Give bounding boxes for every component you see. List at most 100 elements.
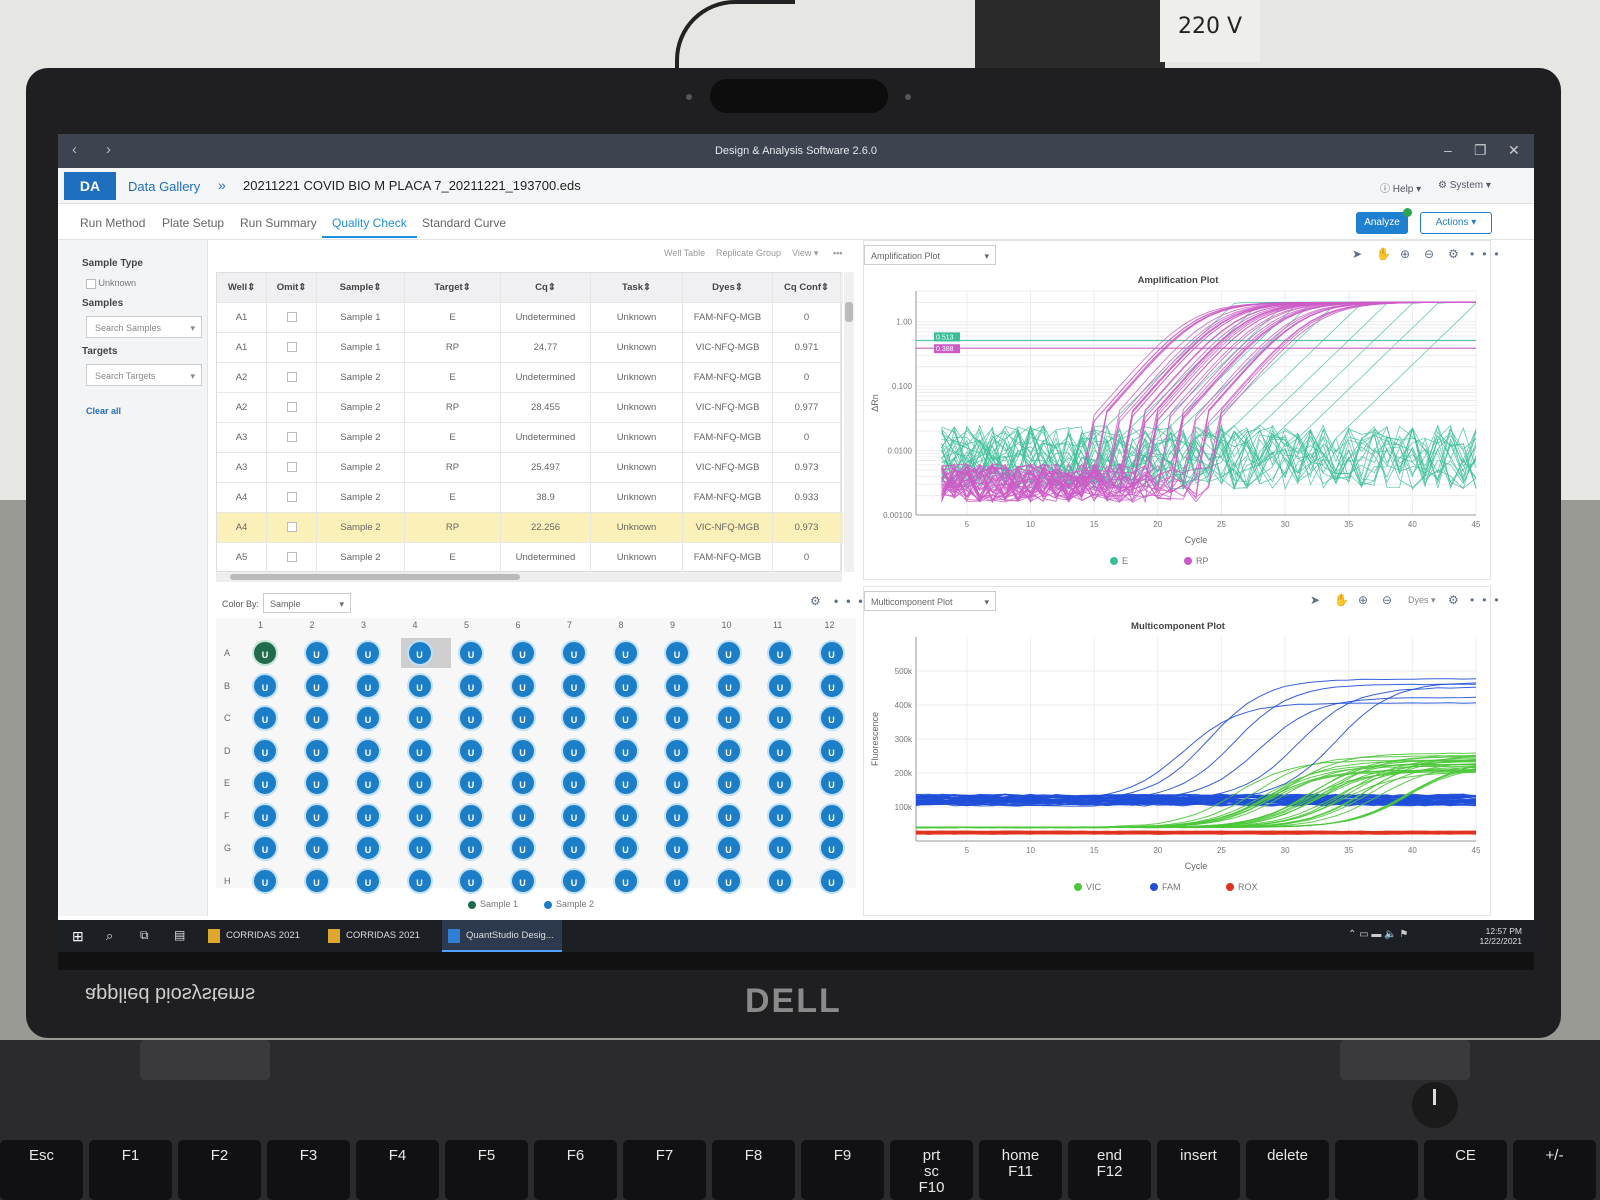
plate-well[interactable]: U <box>561 770 587 796</box>
plate-well[interactable]: U <box>818 640 845 666</box>
table-row[interactable]: A3 Sample 2 RP 25.497 Unknown VIC-NFQ-MGB 0.97… <box>217 453 843 483</box>
keyboard-key[interactable]: F1 <box>89 1140 172 1200</box>
help-menu[interactable]: ⓘ Help ▾ <box>1380 184 1422 195</box>
table-vertical-scrollbar[interactable] <box>844 272 854 572</box>
table-row[interactable]: A1 Sample 1 RP 24.77 Unknown VIC-NFQ-MGB 0.971 <box>217 333 843 363</box>
table-row[interactable]: A3 Sample 2 E Undetermined Unknown FAM-NFQ-MG… <box>217 423 843 453</box>
app-logo[interactable]: DA <box>64 172 116 200</box>
plate-well[interactable]: U <box>715 705 742 731</box>
sort-icon[interactable]: ⇕ <box>298 282 307 293</box>
plate-well[interactable]: U <box>252 737 278 764</box>
plate-well[interactable]: U <box>458 770 484 796</box>
plate-well[interactable]: U <box>458 737 484 764</box>
zoom-out-icon[interactable]: ⊖ <box>1424 247 1443 261</box>
actions-button[interactable]: Actions ▾ <box>1420 212 1492 234</box>
plate-well[interactable]: U <box>767 737 793 764</box>
table-row[interactable]: A4 Sample 2 RP 22.256 Unknown VIC-NFQ-MGB 0.97… <box>217 513 843 543</box>
plate-well[interactable]: U <box>509 705 536 731</box>
settings-gear-icon[interactable]: ⚙ <box>1448 247 1467 261</box>
search-icon[interactable]: ⌕ <box>106 928 114 943</box>
plate-well[interactable]: U <box>355 867 381 894</box>
plate-well[interactable]: U <box>767 867 793 894</box>
plate-well[interactable]: U <box>561 672 587 699</box>
plate-well[interactable]: U <box>561 705 587 731</box>
omit-checkbox[interactable] <box>286 522 297 533</box>
sort-icon[interactable]: ⇕ <box>462 282 471 293</box>
plate-well[interactable]: U <box>561 867 587 894</box>
plate-well[interactable]: U <box>767 672 793 699</box>
column-header[interactable]: Cq Conf⇕ <box>773 273 841 303</box>
column-header[interactable]: Well⇕ <box>217 273 267 303</box>
plate-well[interactable]: U <box>406 640 433 666</box>
omit-checkbox[interactable] <box>286 492 297 503</box>
replicate-group-link[interactable]: Replicate Group <box>716 248 782 258</box>
plate-well[interactable]: U <box>252 835 278 861</box>
plate-well[interactable]: U <box>612 770 639 796</box>
pointer-icon[interactable]: ➤ <box>1310 593 1329 607</box>
keyboard-key[interactable]: home F11 <box>979 1140 1062 1200</box>
plate-well[interactable]: U <box>715 835 742 861</box>
pointer-icon[interactable]: ➤ <box>1352 247 1371 261</box>
plate-well[interactable]: U <box>715 640 742 666</box>
tab-run-method[interactable]: Run Method <box>80 216 146 230</box>
plate-well[interactable]: U <box>509 672 536 699</box>
system-tray-icons[interactable]: ⌃ ▭ ▬ 🔈 ⚑ <box>1348 929 1409 940</box>
plate-well[interactable]: U <box>767 835 793 861</box>
plate-well[interactable]: U <box>252 705 278 731</box>
plate-well[interactable]: U <box>252 802 278 829</box>
more-options-icon[interactable]: ••• <box>833 248 843 258</box>
windows-start-icon[interactable]: ⊞ <box>72 928 84 944</box>
table-row[interactable]: A1 Sample 1 E Undetermined Unknown FAM-NFQ-MG… <box>217 303 843 333</box>
plate-well[interactable]: U <box>715 672 742 699</box>
more-options-icon[interactable]: ••• <box>1470 593 1507 607</box>
plate-well[interactable]: U <box>818 737 845 764</box>
tab-plate-setup[interactable]: Plate Setup <box>162 216 225 230</box>
sort-icon[interactable]: ⇕ <box>547 282 556 293</box>
table-row[interactable]: A5 Sample 2 E Undetermined Unknown FAM-NFQ-MG… <box>217 543 843 573</box>
plate-well[interactable]: U <box>818 770 845 796</box>
plate-well[interactable]: U <box>612 737 639 764</box>
task-view-icon[interactable]: ⧉ <box>140 928 149 942</box>
plate-well[interactable]: U <box>406 835 433 861</box>
taskbar-item-folder-1[interactable]: CORRIDAS 2021 CO... <box>202 920 318 970</box>
multicomponent-plot-dropdown[interactable]: Multicomponent Plot ▾ <box>864 591 996 611</box>
plate-well[interactable]: U <box>612 835 639 861</box>
close-icon[interactable]: ✕ <box>1508 142 1520 158</box>
plate-well[interactable]: U <box>818 705 845 731</box>
plate-well[interactable]: U <box>509 770 536 796</box>
plate-well[interactable]: U <box>406 705 433 731</box>
keyboard-key[interactable]: F4 <box>356 1140 439 1200</box>
tab-standard-curve[interactable]: Standard Curve <box>422 216 507 230</box>
clear-all-link[interactable]: Clear all <box>86 406 122 416</box>
plate-well[interactable]: U <box>252 867 278 894</box>
sort-icon[interactable]: ⇕ <box>373 282 382 293</box>
keyboard-key[interactable]: +/- <box>1513 1140 1596 1200</box>
plate-well[interactable]: U <box>818 672 845 699</box>
taskbar-item-quantstudio[interactable]: QuantStudio Desig... <box>442 920 562 952</box>
plate-well[interactable]: U <box>355 705 381 731</box>
sort-icon[interactable]: ⇕ <box>734 282 743 293</box>
plate-well[interactable]: U <box>252 672 278 699</box>
keyboard-key[interactable]: insert <box>1157 1140 1240 1200</box>
plate-well[interactable]: U <box>715 770 742 796</box>
column-header[interactable]: Sample⇕ <box>317 273 405 303</box>
keyboard-key[interactable]: delete <box>1246 1140 1329 1200</box>
omit-checkbox[interactable] <box>286 372 297 383</box>
plate-well[interactable]: U <box>664 835 690 861</box>
plate-well[interactable]: U <box>406 672 433 699</box>
keyboard-key[interactable]: F8 <box>712 1140 795 1200</box>
minimize-icon[interactable]: – <box>1444 142 1452 158</box>
plate-well[interactable]: U <box>561 835 587 861</box>
unknown-checkbox[interactable] <box>86 278 96 289</box>
plate-well[interactable]: U <box>303 770 330 796</box>
system-menu[interactable]: ⚙ System ▾ <box>1438 180 1491 191</box>
omit-checkbox[interactable] <box>286 312 297 323</box>
plate-well[interactable]: U <box>406 802 433 829</box>
zoom-in-icon[interactable]: ⊕ <box>1358 593 1377 607</box>
plate-well[interactable]: U <box>303 867 330 894</box>
data-gallery-link[interactable]: Data Gallery <box>128 179 201 194</box>
plate-well[interactable]: U <box>355 672 381 699</box>
sort-icon[interactable]: ⇕ <box>642 282 651 293</box>
plate-well[interactable]: U <box>715 867 742 894</box>
plate-well[interactable]: U <box>715 737 742 764</box>
